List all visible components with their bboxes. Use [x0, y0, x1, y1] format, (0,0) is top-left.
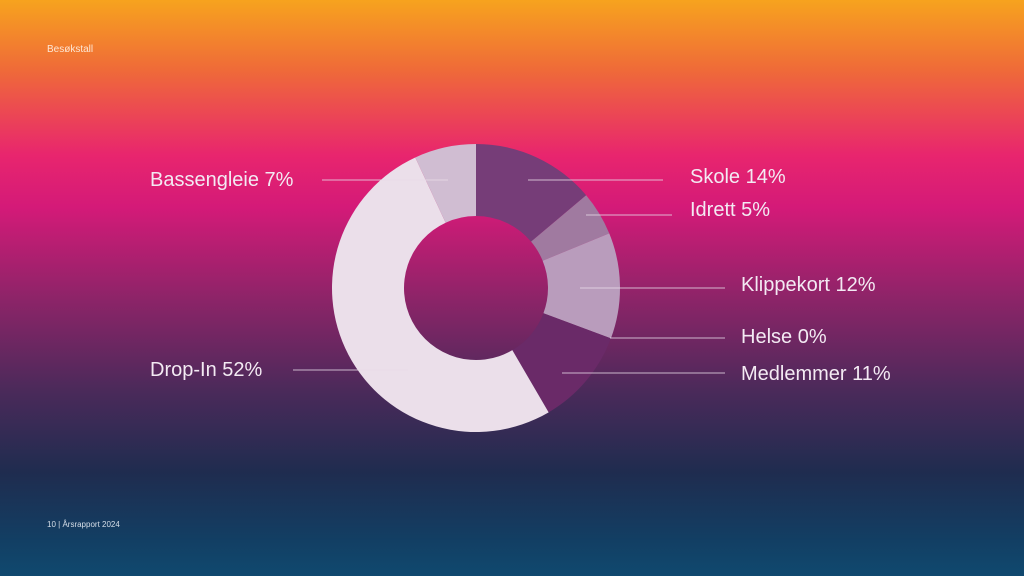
section-title: Besøkstall: [47, 44, 94, 55]
page-number: 10: [47, 520, 56, 529]
donut-segment-bassengleie: [415, 144, 476, 223]
data-label: Skole 14%: [690, 166, 786, 188]
donut-segment-klippekort: [542, 233, 620, 339]
data-label: Bassengleie 7%: [150, 169, 294, 191]
donut-segment-drop-in: [331, 157, 549, 433]
donut-segment-skole: [476, 144, 587, 242]
report-name: | Årsrapport 2024: [58, 520, 120, 529]
donut-segment-medlemmer: [512, 313, 611, 413]
donut-segment-idrett: [531, 195, 610, 261]
page-footer: 10 | Årsrapport 2024: [47, 520, 120, 529]
data-label: Drop-In 52%: [150, 359, 262, 381]
data-label: Medlemmer 11%: [741, 363, 891, 385]
data-label: Idrett 5%: [690, 199, 770, 221]
data-label: Klippekort 12%: [741, 274, 876, 296]
data-label: Helse 0%: [741, 326, 827, 348]
